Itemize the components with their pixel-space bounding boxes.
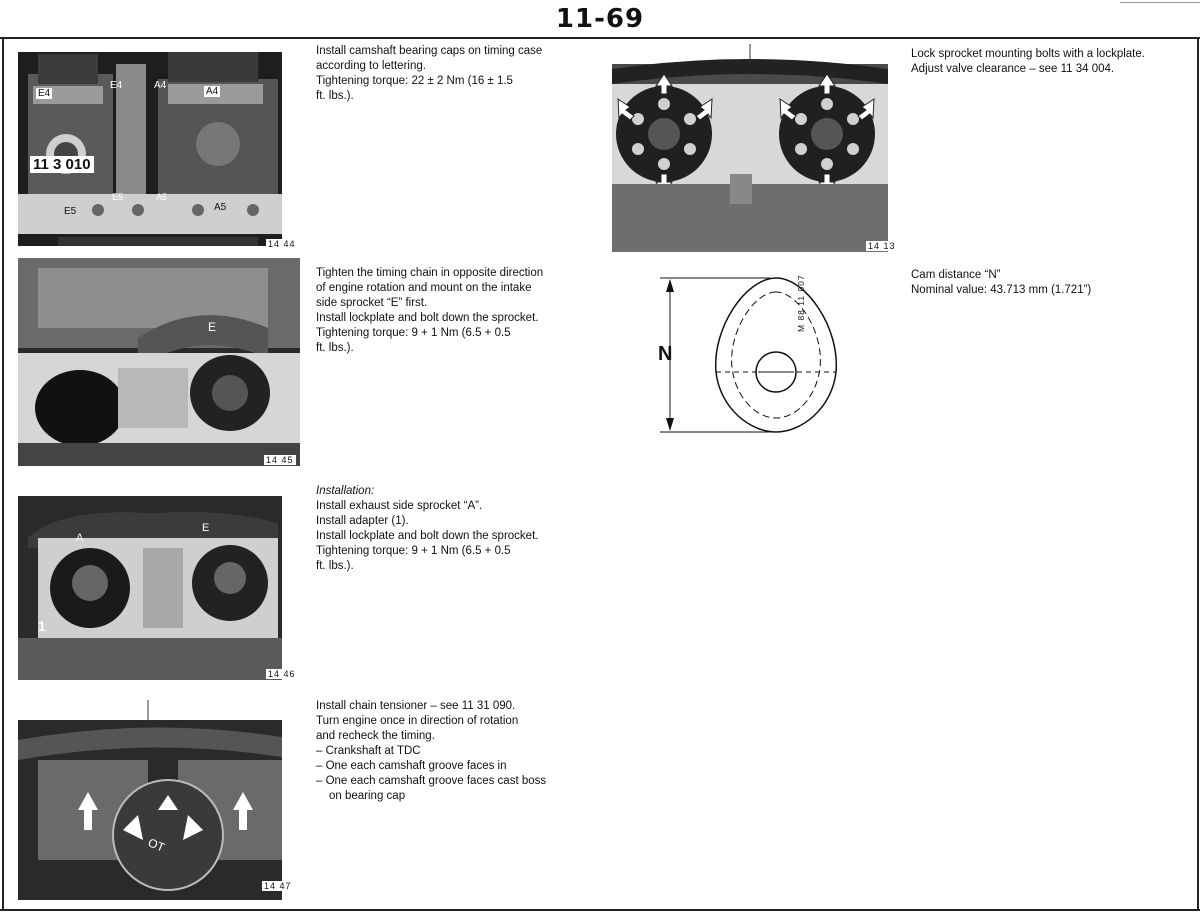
label-a5-cap: A5 [214, 202, 227, 213]
instruction-line: and recheck the timing. [316, 730, 435, 742]
photo-bearing-caps [18, 44, 300, 246]
label-sprocket-a: A [76, 532, 84, 544]
section-chain-tensioner: Install chain tensioner – see 11 31 090.… [316, 699, 546, 804]
section-heading: Installation: [316, 485, 375, 497]
section-intake-sprocket: Tighten the timing chain in opposite dir… [316, 266, 543, 356]
instruction-line: ft. lbs.). [316, 560, 354, 572]
instruction-line: Tightening torque: 9 + 1 Nm (6.5 + 0.5 [316, 327, 511, 339]
section-exhaust-sprocket: Installation: Install exhaust side sproc… [316, 484, 538, 574]
left-border [2, 37, 4, 911]
check-item-continuation: on bearing cap [329, 790, 406, 802]
label-adapter-1: 1 [38, 618, 46, 634]
label-e5-case: E5 [112, 192, 124, 202]
photo-timing-check [18, 700, 300, 900]
figure-code: 14 45 [264, 455, 296, 465]
check-item: – One each camshaft groove faces in [316, 760, 507, 772]
label-e4-case: E4 [110, 80, 123, 91]
figure-code: 14 47 [262, 881, 294, 891]
instruction-line: according to lettering. [316, 60, 426, 72]
top-edge-rule [1120, 2, 1200, 3]
label-a4-case: A4 [154, 80, 167, 91]
figure-code: 14 46 [266, 669, 298, 679]
instruction-line: Adjust valve clearance – see 11 34 004. [911, 63, 1115, 75]
spec-value: Nominal value: 43.713 mm (1.721”) [911, 284, 1092, 296]
label-a5-case: A5 [156, 192, 168, 202]
instruction-line: ft. lbs.). [316, 90, 354, 102]
instruction-line: Install lockplate and bolt down the spro… [316, 530, 539, 542]
photo-exhaust-sprocket [18, 478, 300, 680]
header-rule [0, 37, 1200, 39]
instruction-line: Tightening torque: 22 ± 2 Nm (16 ± 1.5 [316, 75, 513, 87]
instruction-line: Tightening torque: 9 + 1 Nm (6.5 + 0.5 [316, 545, 511, 557]
spec-label: Cam distance “N” [911, 269, 1001, 281]
label-special-tool: 11 3 010 [30, 156, 94, 173]
photo-intake-sprocket [18, 258, 300, 466]
instruction-line: Install lockplate and bolt down the spro… [316, 312, 539, 324]
label-a4-cap: A4 [204, 86, 221, 97]
diagram-cam-distance [650, 268, 860, 438]
check-item: – One each camshaft groove faces cast bo… [316, 775, 547, 787]
instruction-line: Install adapter (1). [316, 515, 409, 527]
section-lock-bolts: Lock sprocket mounting bolts with a lock… [911, 47, 1145, 77]
instruction-line: side sprocket “E” first. [316, 297, 428, 309]
label-e5-cap: E5 [64, 206, 77, 217]
section-bearing-caps: Install camshaft bearing caps on timing … [316, 44, 542, 104]
instruction-line: Install chain tensioner – see 11 31 090. [316, 700, 516, 712]
label-sprocket-e: E [202, 522, 210, 534]
photo-sprocket-bolts [612, 44, 888, 252]
instruction-line: Turn engine once in direction of rotatio… [316, 715, 519, 727]
label-dimension-n: N [658, 343, 673, 365]
page-number: 11-69 [555, 4, 645, 34]
instruction-line: Install exhaust side sprocket “A”. [316, 500, 483, 512]
label-e4-cap: E4 [36, 88, 53, 99]
instruction-line: Lock sprocket mounting bolts with a lock… [911, 48, 1145, 60]
instruction-line: of engine rotation and mount on the inta… [316, 282, 532, 294]
section-cam-distance: Cam distance “N” Nominal value: 43.713 m… [911, 268, 1091, 298]
label-sprocket-e: E [208, 320, 217, 334]
instruction-line: ft. lbs.). [316, 342, 354, 354]
instruction-line: Install camshaft bearing caps on timing … [316, 45, 543, 57]
check-item: – Crankshaft at TDC [316, 745, 421, 757]
right-border [1197, 37, 1199, 911]
figure-code: M 88 11 007 [796, 274, 806, 332]
instruction-line: Tighten the timing chain in opposite dir… [316, 267, 544, 279]
figure-code: 14 44 [266, 239, 298, 249]
figure-code: 14 13 [866, 241, 898, 251]
bottom-border [0, 909, 1200, 911]
